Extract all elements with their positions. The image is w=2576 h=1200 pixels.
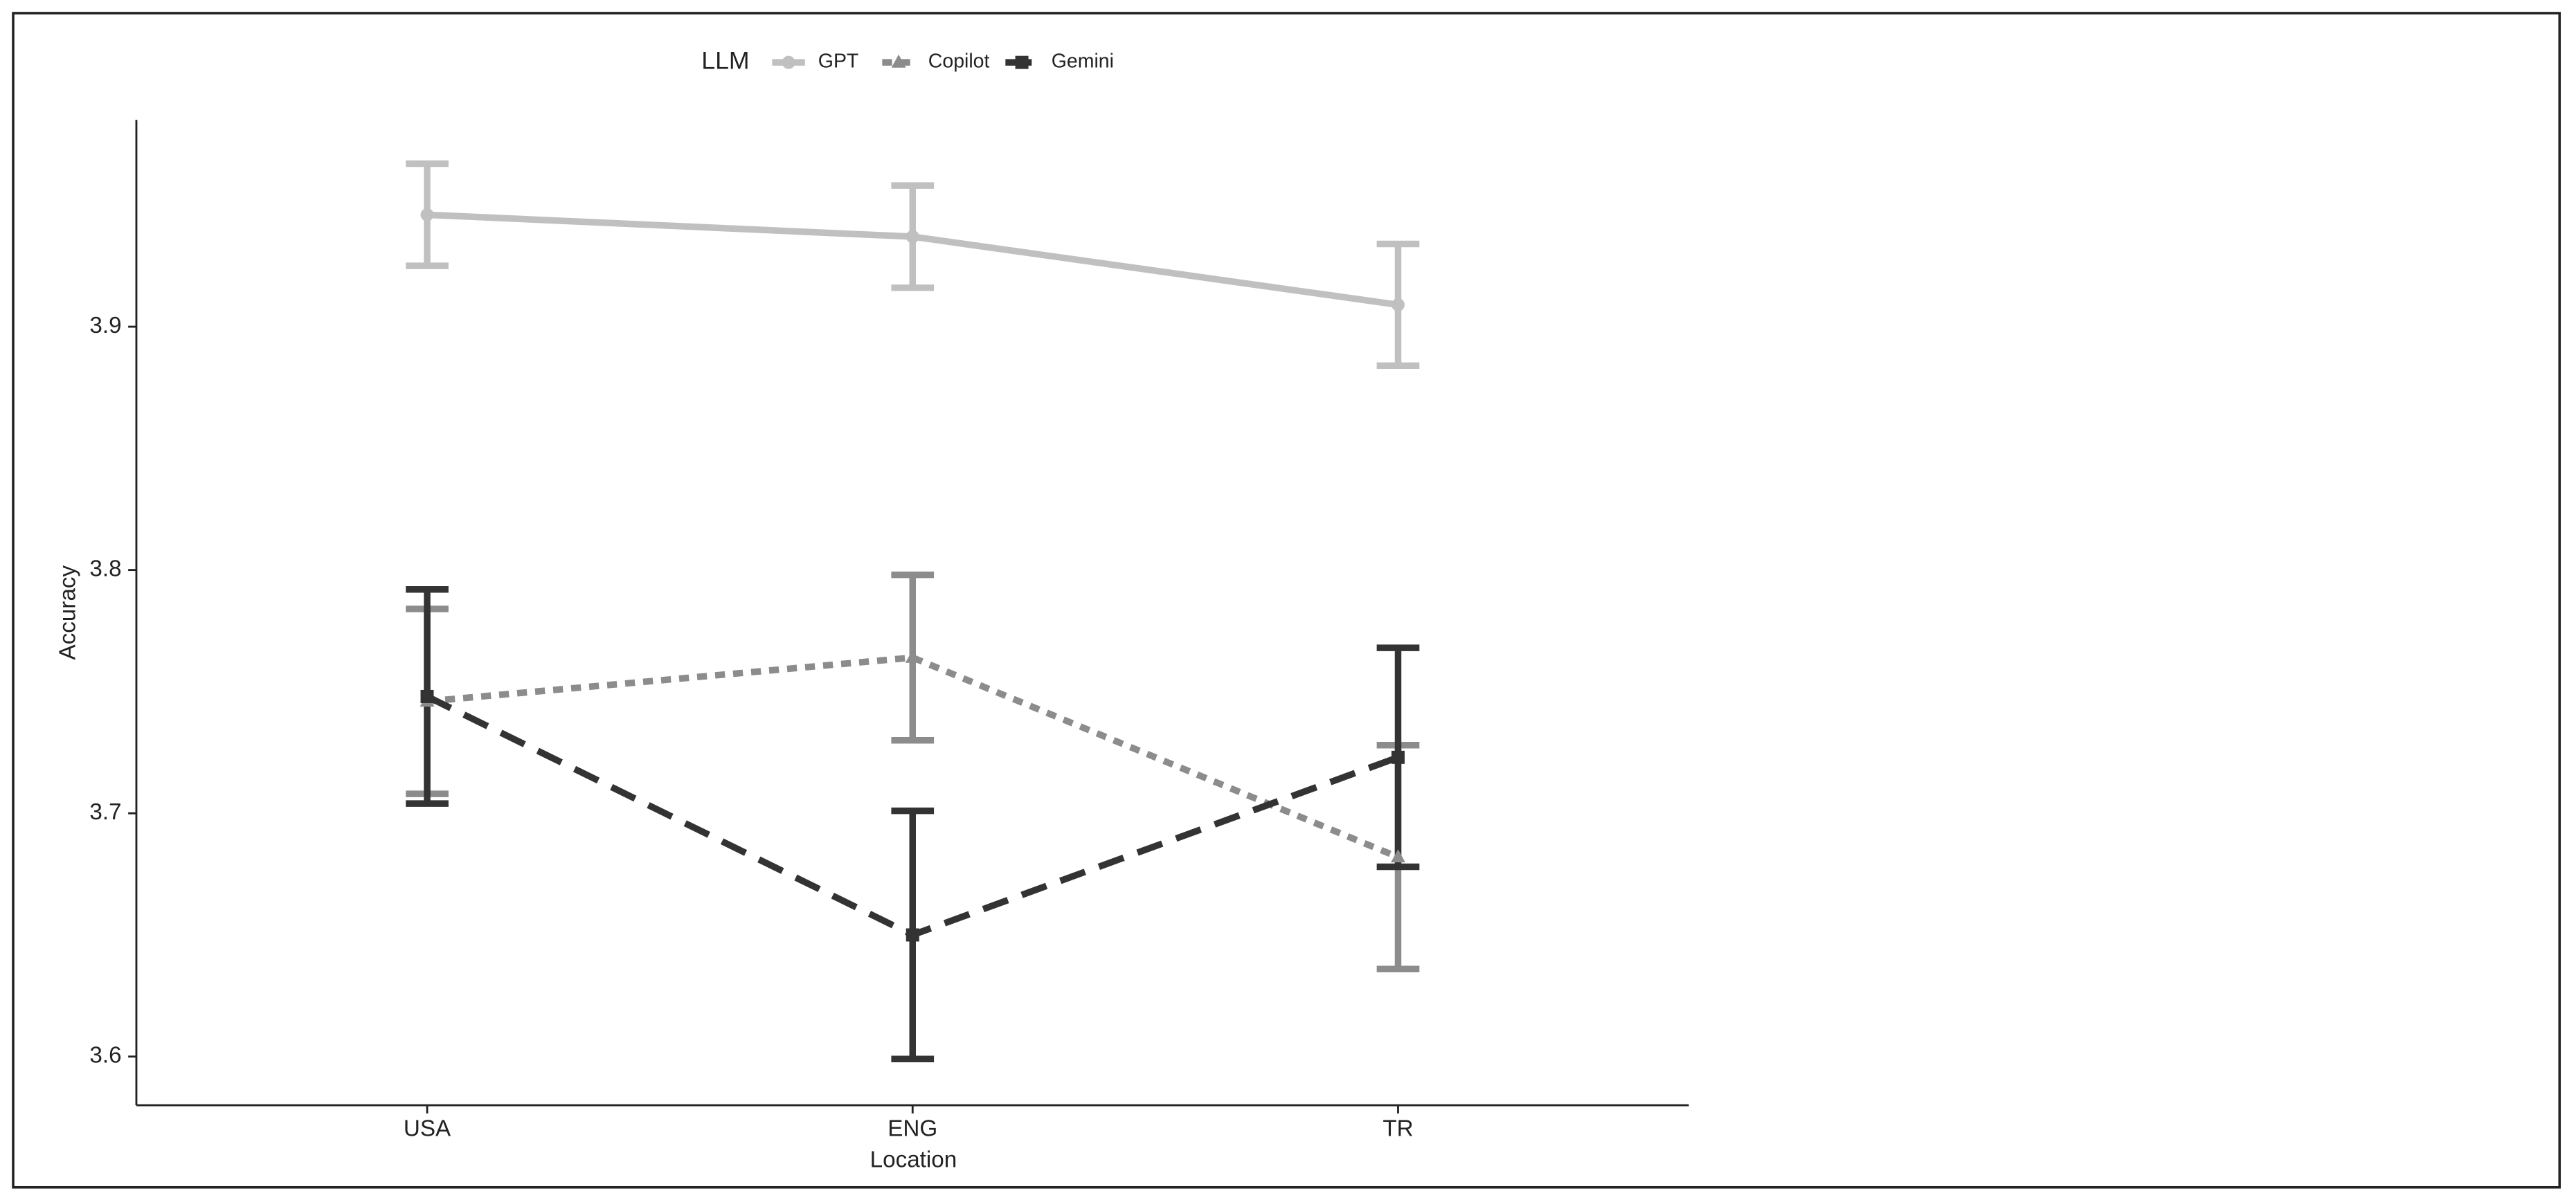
legend-title: LLM [701, 47, 749, 75]
legend-label: GPT [818, 51, 859, 73]
point [1391, 298, 1405, 311]
point [420, 208, 434, 221]
y-axis-title: Accuracy [55, 565, 80, 660]
x-tick-label: TR [1382, 1116, 1413, 1141]
x-tick-label: USA [404, 1116, 451, 1141]
point [906, 928, 919, 942]
point [420, 689, 434, 703]
y-tick-label: 3.6 [89, 1043, 121, 1069]
x-axis-title: Location [870, 1147, 957, 1173]
y-tick-label: 3.7 [89, 799, 121, 825]
x-tick-label: ENG [888, 1116, 937, 1141]
line [426, 654, 1400, 860]
y-tick-label: 3.9 [89, 313, 121, 338]
legend-symbol [782, 55, 795, 69]
legend-label: Copilot [928, 51, 990, 73]
point [905, 649, 920, 663]
point [1391, 849, 1405, 863]
legend-symbol [1015, 55, 1029, 69]
y-tick-label: 3.8 [89, 556, 121, 581]
point [906, 230, 919, 244]
legend-symbol [891, 54, 906, 68]
point [1391, 750, 1405, 764]
legend-label: Gemini [1052, 51, 1114, 73]
frame [12, 12, 2561, 1189]
